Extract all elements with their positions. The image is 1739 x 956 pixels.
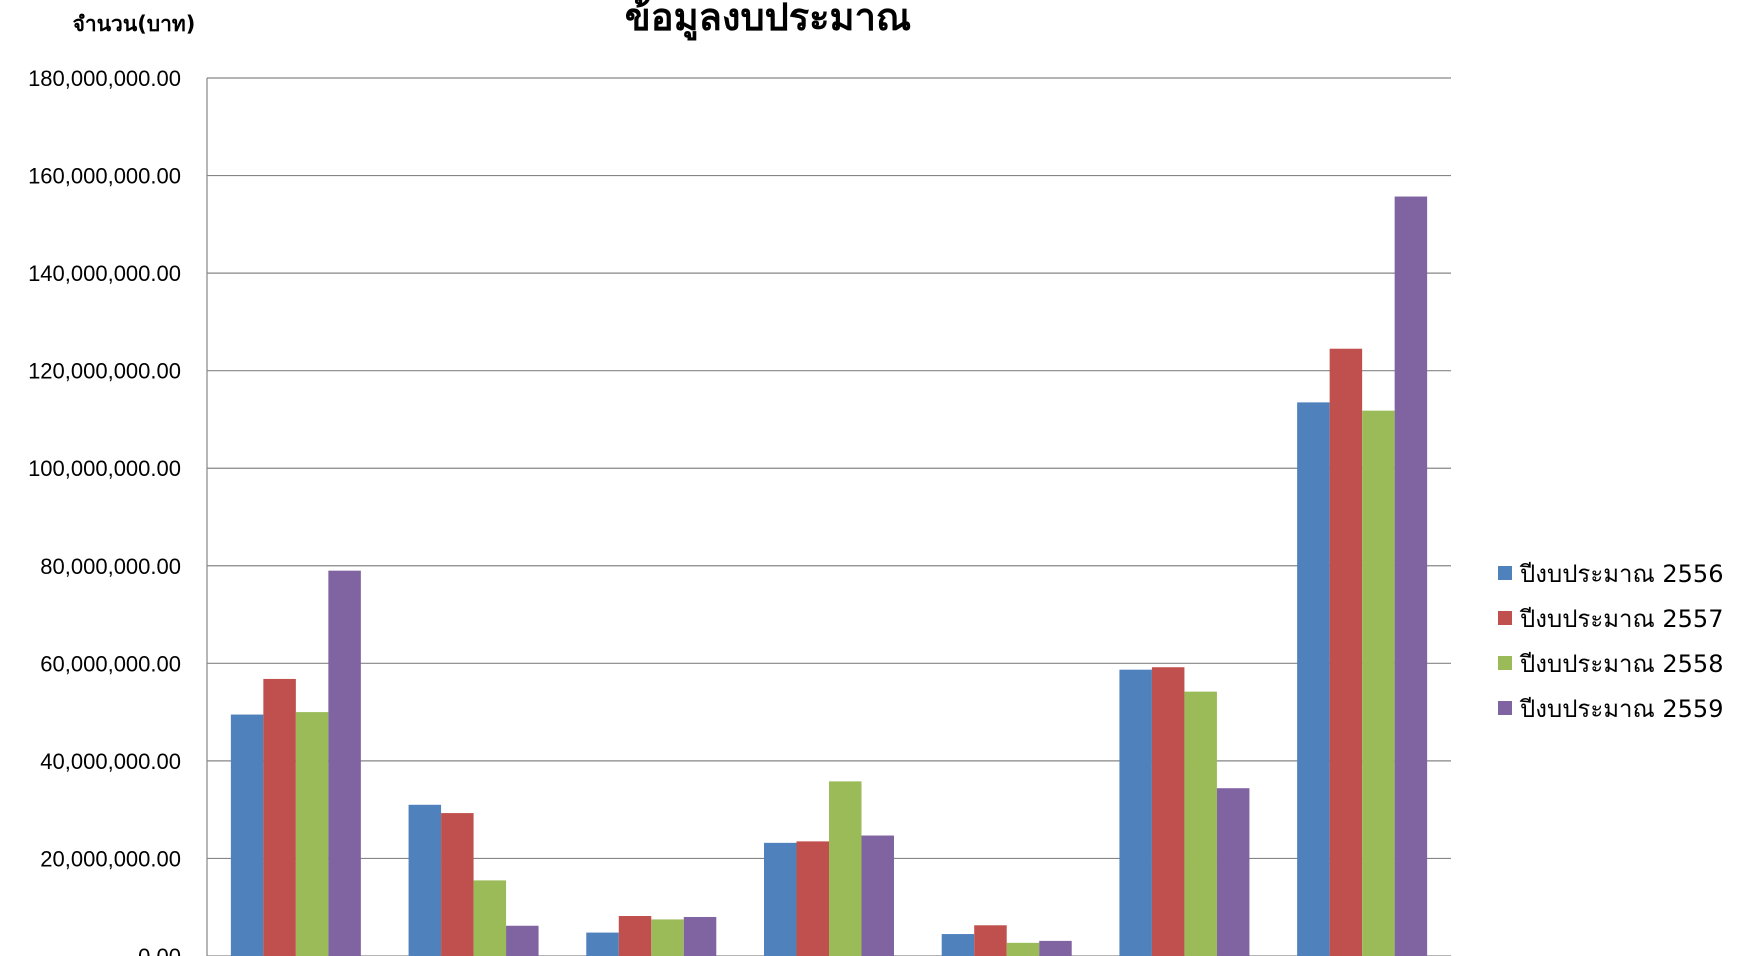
bar: [1362, 410, 1395, 956]
bar: [1394, 196, 1428, 956]
y-axis-label: จำนวน(บาท): [73, 12, 196, 36]
bar: [618, 916, 652, 956]
bar: [295, 712, 329, 956]
bar: [974, 925, 1007, 956]
chart-title: ข้อมูลงบประมาณ: [625, 0, 911, 41]
legend-label: ปีงบประมาณ 2558: [1519, 650, 1724, 678]
bar: [586, 932, 619, 956]
bar: [1006, 942, 1040, 956]
y-tick-label: 40,000,000.00: [40, 749, 181, 774]
y-tick-label: 60,000,000.00: [40, 651, 181, 676]
y-tick-label: 0.00: [138, 944, 181, 956]
bar: [764, 842, 797, 956]
legend-swatch: [1498, 701, 1512, 715]
bar: [1216, 788, 1250, 956]
bar: [1297, 402, 1330, 956]
y-tick-label: 140,000,000.00: [28, 261, 181, 286]
legend-label: ปีงบประมาณ 2559: [1519, 695, 1724, 723]
bar: [230, 714, 264, 956]
legend-label: ปีงบประมาณ 2557: [1519, 605, 1724, 633]
y-tick-label: 180,000,000.00: [28, 66, 181, 91]
y-tick-label: 160,000,000.00: [28, 164, 181, 189]
legend-swatch: [1498, 566, 1512, 580]
bar: [1184, 691, 1217, 956]
bar: [829, 781, 862, 956]
bar: [408, 804, 442, 956]
bar: [441, 813, 474, 956]
y-tick-label: 120,000,000.00: [28, 359, 181, 384]
bar: [683, 916, 717, 956]
bar: [1039, 940, 1072, 956]
bars: [230, 196, 1428, 956]
y-tick-label: 80,000,000.00: [40, 554, 181, 579]
bar: [1329, 348, 1363, 956]
y-axis-ticks: 0.00 20,000,000.00 40,000,000.00 60,000,000…: [28, 66, 181, 956]
legend: ปีงบประมาณ 2556 ปีงบประมาณ 2557 ปีงบประมาณ…: [1498, 560, 1723, 723]
bar: [1151, 667, 1185, 956]
bar: [473, 880, 507, 956]
bar: [941, 934, 975, 956]
bar: [506, 925, 539, 956]
y-tick-label: 20,000,000.00: [40, 846, 181, 871]
legend-label: ปีงบประมาณ 2556: [1519, 560, 1724, 588]
bar: [651, 919, 684, 956]
bar: [1119, 669, 1152, 956]
bar: [328, 570, 361, 956]
y-tick-label: 100,000,000.00: [28, 456, 181, 481]
gridlines: [206, 77, 1451, 956]
bar: [796, 841, 829, 956]
bar: [263, 678, 296, 956]
legend-swatch: [1498, 656, 1512, 670]
bar: [861, 835, 894, 956]
legend-swatch: [1498, 611, 1512, 625]
